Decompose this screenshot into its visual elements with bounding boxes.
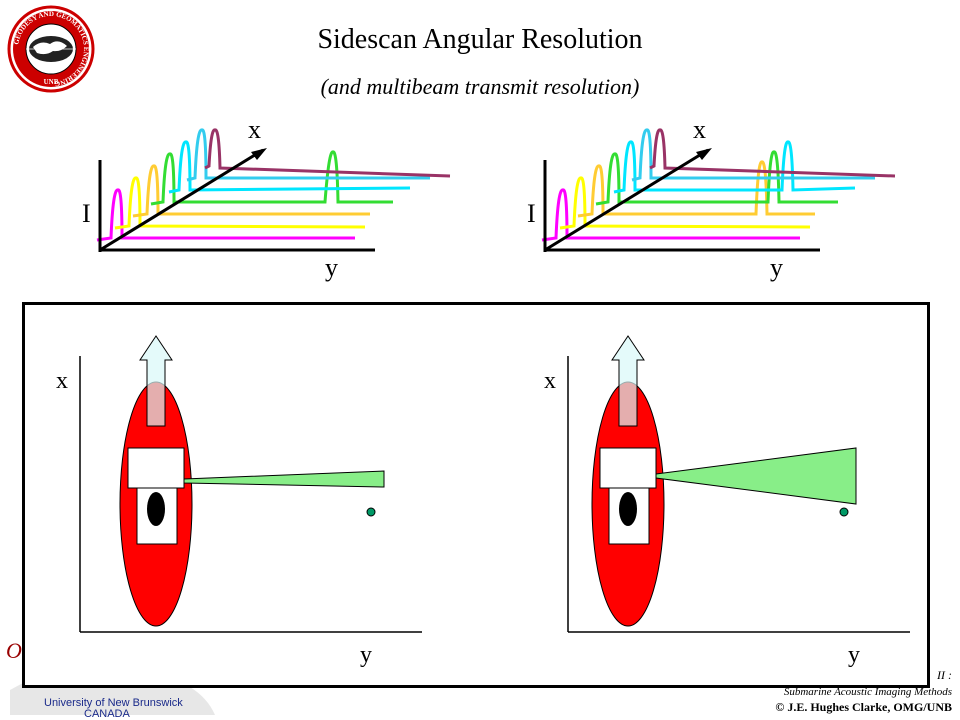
axis-y-label: y — [325, 253, 338, 282]
heading-arrow-icon — [139, 335, 173, 427]
axis-y-label: y — [770, 253, 783, 282]
course-name: Submarine Acoustic Imaging Methods — [783, 686, 952, 698]
sonar-dot — [619, 492, 637, 526]
heading-arrow-icon — [611, 335, 645, 427]
ship-diagram-wide-beam: x y — [544, 335, 910, 668]
profile-green — [150, 150, 393, 206]
profile-purple — [204, 128, 451, 178]
slide-subtitle: (and multibeam transmit resolution) — [320, 74, 640, 99]
university-country: CANADA — [84, 708, 130, 720]
profile-cyan — [168, 140, 411, 194]
profile-magenta — [541, 188, 800, 242]
target-point — [366, 507, 376, 517]
transducer-box — [127, 447, 185, 489]
intensity-plot-left: I x y — [82, 115, 451, 282]
course-fragment: II : — [937, 668, 952, 682]
intensity-plot-right: I x y — [527, 115, 896, 282]
unb-logo: GEODESY AND GEOMATICS ENGINEERING UNB — [7, 5, 95, 93]
profile-blue-cyan — [186, 128, 430, 182]
target-point — [839, 507, 849, 517]
profile-orange — [132, 164, 370, 218]
slide-title: Sidescan Angular Resolution — [317, 24, 643, 55]
axis-i-label: I — [527, 199, 536, 228]
profile-cyan — [613, 140, 856, 194]
profile-yellow — [114, 176, 366, 230]
axis-y-label: y — [848, 642, 860, 668]
sonar-dot — [147, 492, 165, 526]
profile-purple — [649, 128, 896, 178]
axis-y-label: y — [360, 642, 372, 668]
profile-green — [595, 150, 838, 206]
footer-left-mark: O — [6, 638, 22, 663]
axis-x-arrowhead — [251, 148, 267, 160]
profile-blue-cyan — [631, 128, 875, 182]
axis-i-label: I — [82, 199, 91, 228]
axis-x-line — [99, 148, 264, 252]
university-name: University of New Brunswick — [44, 697, 183, 709]
axis-x-label: x — [248, 115, 261, 144]
profile-orange — [577, 160, 815, 218]
ship-beam-panel: x y x y — [22, 302, 930, 688]
transducer-box — [599, 447, 657, 489]
axis-x-label: x — [693, 115, 706, 144]
ship-diagram-narrow-beam: x y — [56, 335, 422, 668]
logo-bottom-text: UNB — [44, 78, 59, 86]
profile-yellow — [559, 176, 811, 230]
axis-x-label: x — [544, 368, 556, 394]
profile-magenta — [96, 188, 355, 242]
axis-x-arrowhead — [696, 148, 712, 160]
axis-x-line — [544, 148, 709, 252]
axis-x-label: x — [56, 368, 68, 394]
copyright-notice: © J.E. Hughes Clarke, OMG/UNB — [775, 700, 952, 714]
